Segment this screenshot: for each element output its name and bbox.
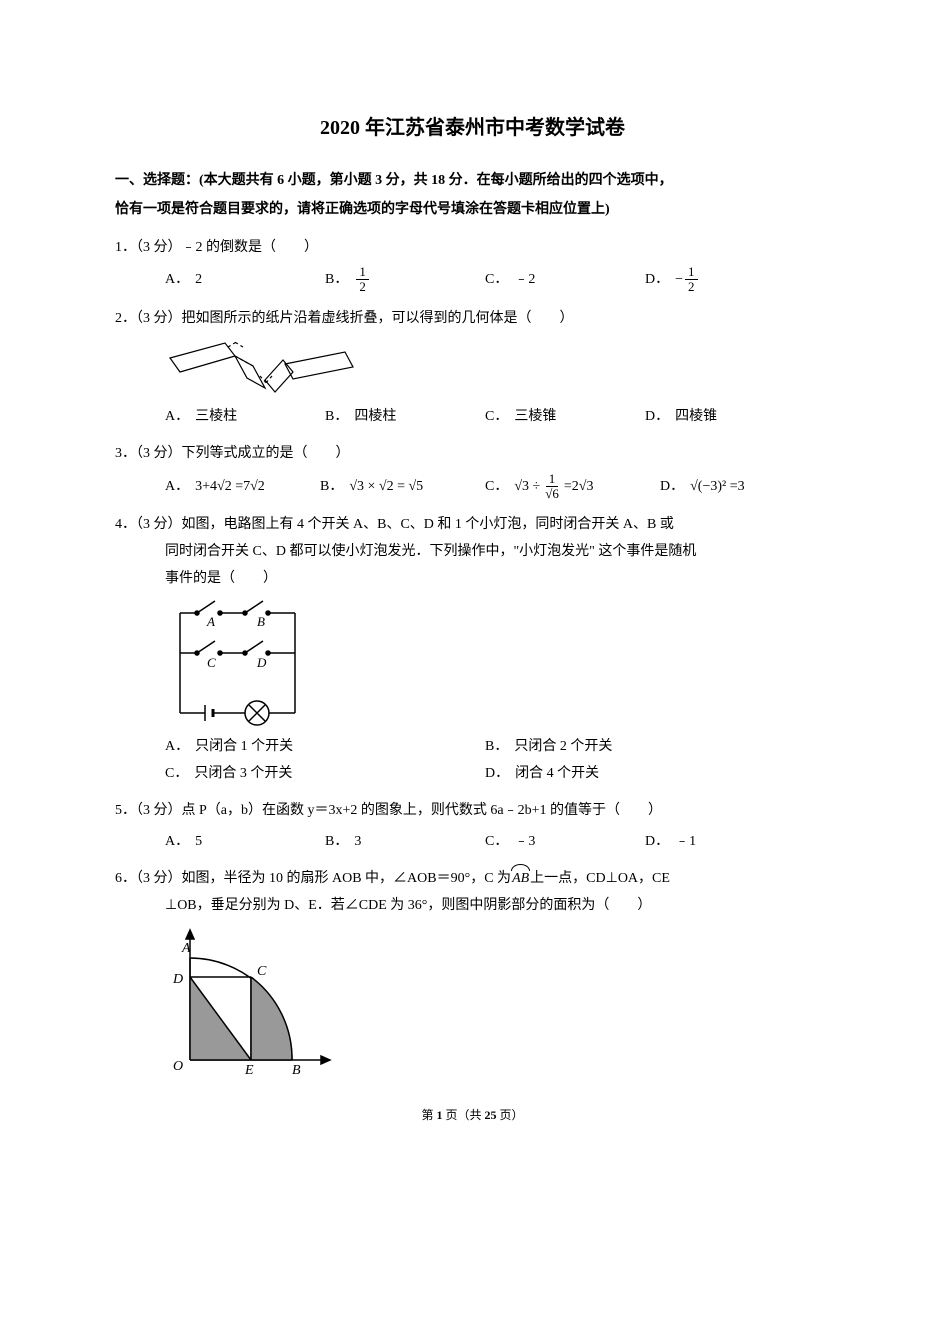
- q2-b-val: 四棱柱: [354, 404, 396, 429]
- q2-num: 2．: [115, 311, 136, 326]
- q3-opt-b: B．√3 × √2 = √5: [320, 472, 485, 500]
- q3-text: 下列等式成立的是（ ）: [182, 446, 350, 461]
- q1-opt-d: D． −12: [645, 265, 805, 293]
- page-footer: 第 1 页（共 25 页）: [115, 1105, 830, 1127]
- q4-l1: 如图，电路图上有 4 个开关 A、B、C、D 和 1 个小灯泡，同时闭合开关 A…: [182, 517, 674, 532]
- q5-text: 点 P（a，b）在函数 y＝3x+2 的图象上，则代数式 6a﹣2b+1 的值等…: [182, 803, 663, 818]
- q6-l1b: 上一点，CD⊥OA，CE: [530, 871, 670, 886]
- q1-opt-c: C．﹣2: [485, 265, 645, 293]
- q3-c-post: =2√3: [564, 474, 594, 499]
- q4-opt-b: B．只闭合 2 个开关: [485, 734, 805, 759]
- question-2: 2．（3 分）把如图所示的纸片沿着虚线折叠，可以得到的几何体是（ ） A．三棱柱…: [115, 306, 830, 432]
- q6-pts: （3 分）: [136, 871, 182, 886]
- q4-d-val: 闭合 4 个开关: [515, 761, 599, 786]
- question-1: 1．（3 分）﹣2 的倒数是（ ） A．2 B． 12 C．﹣2 D． −12: [115, 235, 830, 296]
- q1-d-num: 1: [685, 265, 698, 280]
- q5-opt-b: B．3: [325, 829, 485, 854]
- q5-pts: （3 分）: [136, 803, 182, 818]
- q6-l2: ⊥OB，垂足分别为 D、E．若∠CDE 为 36°，则图中阴影部分的面积为（ ）: [165, 898, 651, 913]
- q2-c-val: 三棱锥: [514, 404, 556, 429]
- q2-opt-d: D．四棱锥: [645, 404, 805, 429]
- svg-text:B: B: [292, 1063, 301, 1075]
- q1-text: ﹣2 的倒数是（ ）: [182, 240, 319, 255]
- q4-num: 4．: [115, 517, 136, 532]
- q2-figure: [165, 338, 830, 398]
- q4-opt-a: A．只闭合 1 个开关: [165, 734, 485, 759]
- q1-d-den: 2: [685, 280, 698, 294]
- question-4: 4．（3 分）如图，电路图上有 4 个开关 A、B、C、D 和 1 个小灯泡，同…: [115, 512, 830, 788]
- footer-total: 25: [485, 1108, 497, 1122]
- q4-l2: 同时闭合开关 C、D 都可以使小灯泡发光．下列操作中，"小灯泡发光" 这个事件是…: [165, 544, 696, 559]
- section-header-line1: 一、选择题：(本大题共有 6 小题，第小题 3 分，共 18 分．在每小题所给出…: [115, 166, 830, 195]
- q1-pts: （3 分）: [136, 240, 182, 255]
- svg-text:A: A: [206, 614, 215, 629]
- svg-text:O: O: [173, 1059, 183, 1074]
- q6-num: 6．: [115, 871, 136, 886]
- svg-text:A: A: [181, 941, 191, 956]
- q4-pts: （3 分）: [136, 517, 182, 532]
- question-6: 6．（3 分）如图，半径为 10 的扇形 AOB 中，∠AOB＝90°，C 为A…: [115, 866, 830, 1075]
- footer-post: 页）: [497, 1108, 524, 1122]
- q2-d-val: 四棱锥: [675, 404, 717, 429]
- q3-opt-d: D．√(−3)² =3: [660, 472, 810, 500]
- page-title: 2020 年江苏省泰州市中考数学试卷: [115, 110, 830, 146]
- q3-b-val: √3 × √2 = √5: [349, 474, 423, 499]
- q1-b-num: 1: [356, 265, 369, 280]
- section-header-line2: 恰有一项是符合题目要求的，请将正确选项的字母代号填涂在答题卡相应位置上): [115, 195, 830, 224]
- q4-opt-d: D．闭合 4 个开关: [485, 761, 805, 786]
- q2-opt-c: C．三棱锥: [485, 404, 645, 429]
- q5-d-val: ﹣1: [675, 829, 696, 854]
- q2-pts: （3 分）: [136, 311, 182, 326]
- q5-c-val: ﹣3: [514, 829, 535, 854]
- q6-figure: A D C O E B: [165, 925, 830, 1075]
- q3-a-val: 3+4√2 =7√2: [195, 474, 265, 499]
- question-5: 5．（3 分）点 P（a，b）在函数 y＝3x+2 的图象上，则代数式 6a﹣2…: [115, 798, 830, 856]
- question-3: 3．（3 分）下列等式成立的是（ ） A．3+4√2 =7√2 B．√3 × √…: [115, 441, 830, 502]
- q3-d-val: √(−3)² =3: [690, 474, 745, 499]
- q3-num: 3．: [115, 446, 136, 461]
- svg-text:D: D: [172, 972, 183, 987]
- footer-pre: 第: [421, 1108, 436, 1122]
- q6-arc-ab: AB: [511, 871, 530, 886]
- q4-opt-c: C．只闭合 3 个开关: [165, 761, 485, 786]
- q3-pts: （3 分）: [136, 446, 182, 461]
- q5-b-val: 3: [354, 829, 361, 854]
- q4-b-val: 只闭合 2 个开关: [514, 734, 612, 759]
- q3-c-pre: √3 ÷: [514, 474, 540, 499]
- q2-opt-b: B．四棱柱: [325, 404, 485, 429]
- q1-opt-b: B． 12: [325, 265, 485, 293]
- q3-c-den: √6: [542, 487, 562, 501]
- q1-opt-a: A．2: [165, 265, 325, 293]
- footer-mid: 页（共: [442, 1108, 484, 1122]
- q4-figure: A B C D: [165, 598, 830, 728]
- svg-text:B: B: [257, 614, 265, 629]
- svg-text:C: C: [207, 655, 216, 670]
- q5-opt-a: A．5: [165, 829, 325, 854]
- q2-opt-a: A．三棱柱: [165, 404, 325, 429]
- q2-text: 把如图所示的纸片沿着虚线折叠，可以得到的几何体是（ ）: [182, 311, 574, 326]
- svg-text:E: E: [244, 1063, 254, 1075]
- svg-text:C: C: [257, 964, 267, 979]
- q4-c-val: 只闭合 3 个开关: [194, 761, 292, 786]
- q5-num: 5．: [115, 803, 136, 818]
- q4-l3: 事件的是（ ）: [165, 571, 277, 586]
- q2-a-val: 三棱柱: [195, 404, 237, 429]
- q1-a-val: 2: [195, 267, 202, 292]
- svg-text:D: D: [256, 655, 267, 670]
- q1-c-val: ﹣2: [514, 267, 535, 292]
- q1-b-den: 2: [356, 280, 369, 294]
- q4-a-val: 只闭合 1 个开关: [195, 734, 293, 759]
- q6-l1a: 如图，半径为 10 的扇形 AOB 中，∠AOB＝90°，C 为: [182, 871, 512, 886]
- q5-a-val: 5: [195, 829, 202, 854]
- q1-num: 1．: [115, 240, 136, 255]
- q5-opt-c: C．﹣3: [485, 829, 645, 854]
- q1-d-pre: −: [675, 267, 683, 292]
- q5-opt-d: D．﹣1: [645, 829, 805, 854]
- q3-c-num: 1: [546, 472, 559, 487]
- q3-opt-a: A．3+4√2 =7√2: [165, 472, 320, 500]
- q3-opt-c: C． √3 ÷ 1√6 =2√3: [485, 472, 660, 500]
